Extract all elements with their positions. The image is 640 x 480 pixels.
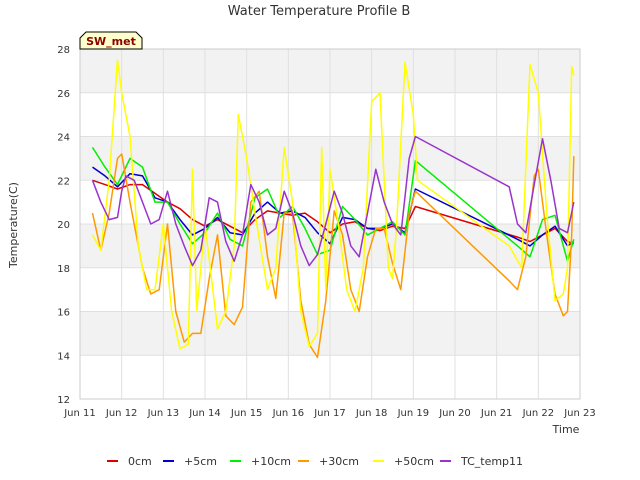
x-tick-label: Jun 14 [188, 408, 221, 419]
series-line-TC_temp11 [91, 135, 575, 267]
x-axis-label: Time [552, 423, 580, 436]
x-tick-label: Jun 16 [272, 408, 305, 419]
x-tick-label: Jun 12 [105, 408, 138, 419]
y-tick-label: 28 [57, 45, 70, 56]
x-tick-label: Jun 22 [522, 408, 555, 419]
x-tick-label: Jun 18 [355, 408, 388, 419]
y-axis-label: Temperature(C) [7, 182, 20, 269]
series-line-+50cm [91, 59, 575, 350]
legend-label: +30cm [319, 455, 359, 468]
station-badge-label: SW_met [86, 35, 136, 48]
station-badge: SW_met [79, 31, 143, 50]
legend-label: 0cm [128, 455, 152, 468]
x-tick-label: Jun 13 [147, 408, 180, 419]
legend-label: +5cm [184, 455, 217, 468]
legend: 0cm +5cm +10cm +30cm +50cm TC_temp11 [107, 455, 523, 468]
plot-frame [79, 48, 581, 400]
x-tick-label: Jun 23 [563, 408, 596, 419]
legend-label: +10cm [251, 455, 291, 468]
legend-item-+10cm: +10cm [230, 455, 291, 468]
x-tick-label: Jun 19 [397, 408, 430, 419]
x-tick-label: Jun 15 [230, 408, 263, 419]
y-tick-label: 18 [57, 264, 70, 275]
series-line-+30cm [91, 153, 575, 359]
y-tick-label: 26 [57, 89, 70, 100]
legend-item-+30cm: +30cm [298, 455, 359, 468]
y-tick-label: 16 [57, 308, 70, 319]
series-layer [91, 59, 575, 359]
legend-item-0cm: 0cm [107, 455, 152, 468]
legend-item-TC_temp11: TC_temp11 [440, 455, 523, 468]
x-tick-label: Jun 17 [313, 408, 346, 419]
y-tick-label: 12 [57, 395, 70, 406]
legend-label: TC_temp11 [460, 455, 523, 468]
y-tick-label: 22 [57, 176, 70, 187]
legend-label: +50cm [394, 455, 434, 468]
x-tick-label: Jun 20 [438, 408, 471, 419]
tick-labels: 12 14 16 18 20 22 24 26 28 Jun 11 Jun 12 Jun 13 Jun … [57, 45, 596, 419]
legend-item-+5cm: +5cm [163, 455, 217, 468]
x-tick-label: Jun 21 [480, 408, 513, 419]
y-tick-label: 24 [57, 133, 70, 144]
chart-title: Water Temperature Profile B [228, 4, 411, 19]
y-tick-label: 20 [57, 220, 70, 231]
x-tick-label: Jun 11 [63, 408, 96, 419]
y-tick-label: 14 [57, 351, 70, 362]
legend-item-+50cm: +50cm [373, 455, 434, 468]
